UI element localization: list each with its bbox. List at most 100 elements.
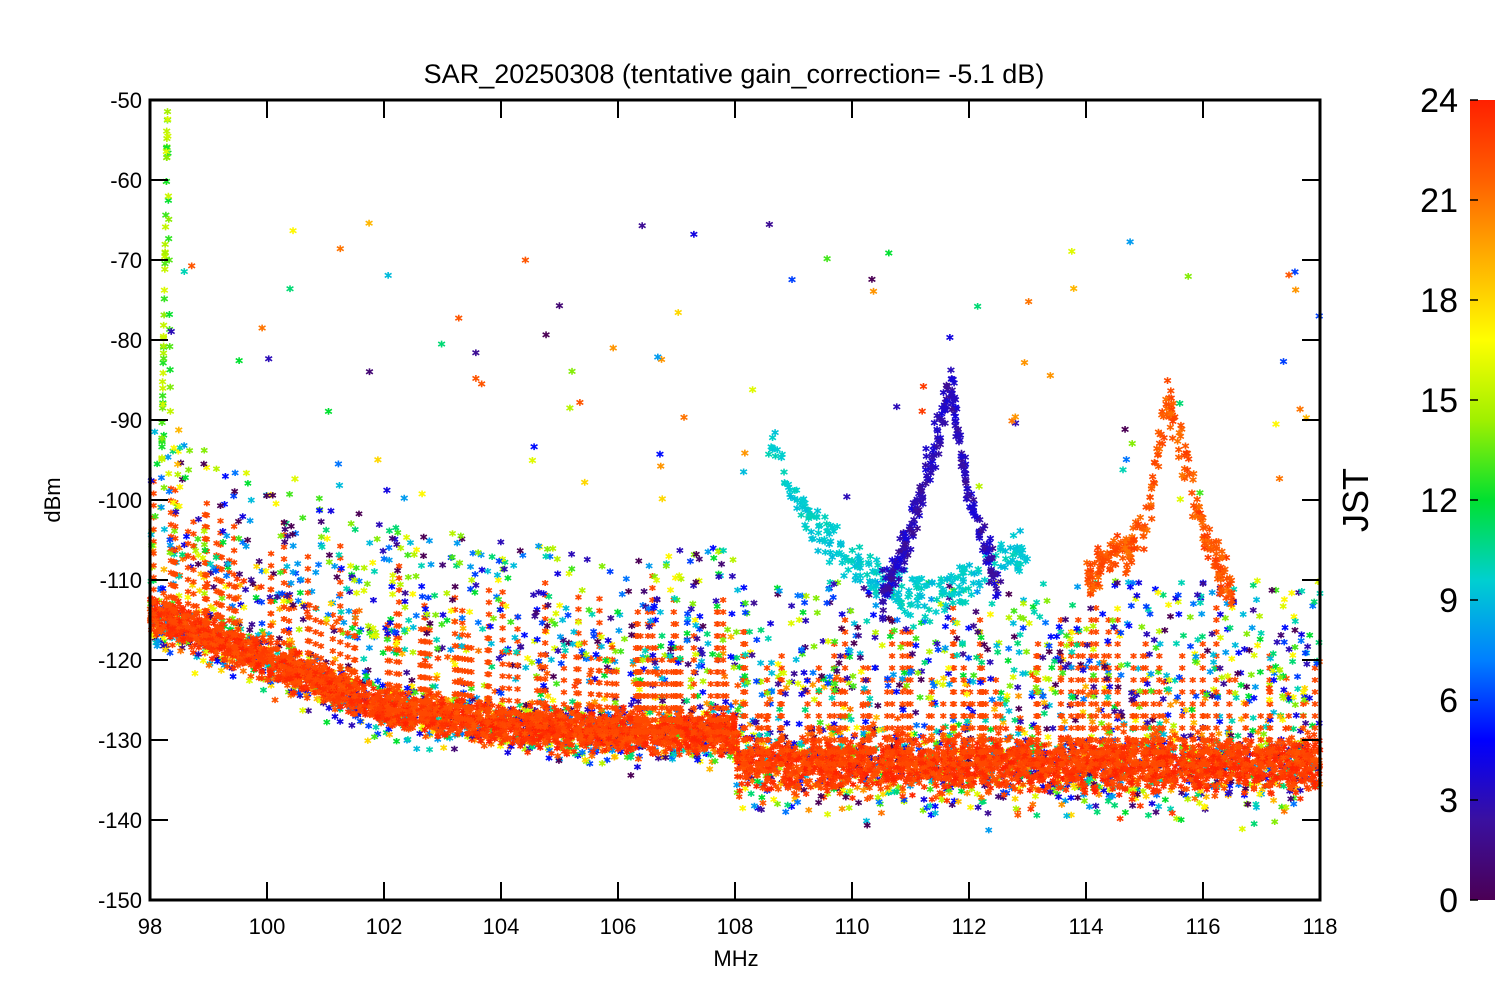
data-point — [1177, 816, 1185, 823]
data-point — [258, 620, 266, 627]
data-point — [801, 706, 809, 713]
data-point — [836, 790, 844, 797]
data-point — [1290, 800, 1298, 808]
data-point — [370, 685, 377, 692]
data-point — [1252, 800, 1260, 808]
data-point — [770, 796, 778, 803]
data-point — [954, 798, 962, 805]
data-point — [355, 607, 363, 614]
data-point — [859, 787, 868, 794]
data-point — [842, 793, 850, 801]
data-point — [1293, 673, 1302, 680]
data-point — [1184, 795, 1192, 803]
data-point — [963, 717, 971, 725]
data-point — [1148, 800, 1156, 807]
data-point — [938, 796, 946, 804]
data-point — [1190, 719, 1198, 726]
data-point — [217, 667, 225, 674]
data-point — [800, 669, 808, 676]
data-point — [1074, 794, 1082, 801]
data-point — [997, 689, 1005, 696]
data-point — [408, 683, 416, 690]
data-point — [348, 722, 356, 729]
data-point — [734, 706, 742, 713]
data-point — [874, 794, 882, 801]
data-point — [1209, 658, 1218, 666]
data-point — [759, 799, 767, 807]
data-point — [365, 644, 373, 652]
data-point — [1128, 802, 1137, 809]
data-point — [160, 566, 168, 573]
data-point — [1139, 788, 1147, 795]
data-point — [1292, 712, 1300, 719]
data-point — [1195, 742, 1203, 749]
data-point — [920, 784, 928, 791]
data-point — [1301, 719, 1310, 727]
data-point — [766, 696, 774, 703]
data-point — [1238, 825, 1246, 833]
data-point — [450, 745, 459, 753]
data-point — [404, 736, 412, 743]
data-point — [191, 670, 199, 677]
data-point — [1104, 797, 1112, 805]
data-point — [1044, 733, 1052, 741]
data-point — [1014, 692, 1023, 700]
data-point — [1043, 725, 1051, 733]
data-point — [1040, 710, 1048, 717]
data-point — [1170, 722, 1178, 729]
data-point — [1085, 803, 1094, 810]
data-point — [1228, 717, 1236, 725]
data-point — [304, 707, 312, 714]
data-point — [1005, 707, 1013, 715]
data-point — [245, 677, 254, 684]
data-point — [814, 799, 823, 806]
data-point — [706, 765, 714, 773]
data-point — [1002, 725, 1010, 732]
data-point — [1291, 701, 1299, 708]
data-point — [474, 647, 483, 654]
data-point — [1014, 730, 1022, 737]
data-point — [1192, 692, 1200, 700]
data-point — [894, 715, 902, 722]
data-point — [734, 682, 742, 689]
data-point — [877, 785, 885, 792]
data-point — [877, 809, 886, 817]
data-point — [1116, 815, 1124, 822]
data-point — [1202, 793, 1210, 800]
data-point — [676, 751, 683, 758]
data-point — [248, 621, 256, 628]
data-point — [425, 746, 434, 753]
data-point — [488, 663, 496, 670]
data-point — [1294, 685, 1302, 693]
data-point — [1201, 695, 1209, 702]
data-point — [872, 714, 881, 721]
data-point — [340, 619, 348, 626]
data-point — [696, 703, 704, 711]
data-point — [189, 649, 197, 656]
data-point — [899, 706, 907, 714]
data-point — [1154, 668, 1162, 676]
data-point — [1250, 820, 1258, 827]
data-point — [1117, 708, 1125, 716]
data-point — [984, 809, 992, 817]
data-point — [1271, 818, 1279, 826]
data-point — [1040, 699, 1048, 706]
data-point — [160, 526, 169, 533]
data-point — [810, 696, 819, 703]
data-point — [1014, 811, 1022, 819]
data-point — [1231, 676, 1239, 684]
data-point — [213, 658, 222, 665]
data-point — [722, 698, 730, 705]
data-point — [364, 737, 372, 744]
data-point — [847, 716, 855, 723]
data-point — [963, 790, 971, 797]
data-point — [370, 733, 379, 741]
data-point — [1033, 812, 1041, 819]
data-point — [861, 718, 870, 725]
data-point — [362, 672, 370, 680]
data-point — [699, 688, 707, 696]
data-point — [757, 659, 765, 667]
data-point — [699, 678, 707, 685]
data-point — [233, 575, 241, 583]
data-point — [229, 673, 237, 680]
